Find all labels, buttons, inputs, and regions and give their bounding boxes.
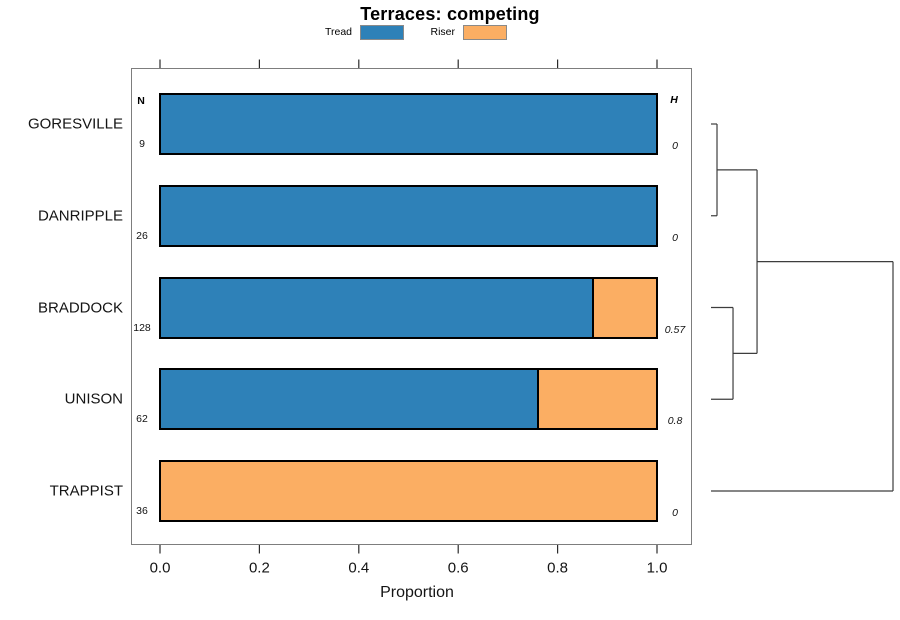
stacked-bar — [159, 276, 658, 339]
stacked-bar — [159, 460, 658, 522]
h-value: 0.57 — [664, 323, 686, 336]
bar-segment-tread — [161, 370, 538, 429]
bar-segment-riser — [161, 462, 656, 520]
x-axis-tick-label: 0.6 — [447, 559, 469, 577]
h-value: 0 — [672, 140, 678, 152]
category-label: UNISON — [64, 390, 123, 408]
n-column-header: N — [137, 95, 145, 107]
x-axis-tick-label: 0.2 — [248, 559, 270, 577]
n-value: 36 — [136, 505, 148, 517]
category-label: DANRIPPLE — [37, 207, 123, 225]
category-label: GORESVILLE — [27, 115, 123, 133]
bar-segment-riser — [537, 370, 656, 429]
n-value: 128 — [133, 321, 151, 334]
stacked-bar — [159, 368, 658, 431]
category-label: TRAPPIST — [49, 482, 123, 500]
x-axis-tick-label: 0.8 — [547, 559, 569, 577]
legend-label-tread: Tread — [324, 26, 352, 38]
legend-swatch-riser-icon — [463, 25, 507, 40]
h-value: 0 — [672, 507, 678, 519]
n-value: 62 — [136, 413, 148, 426]
h-column-header: H — [670, 94, 678, 106]
stacked-bar — [159, 93, 658, 155]
chart-title: Terraces: competing — [360, 4, 540, 24]
x-axis-tick-label: 0.4 — [348, 559, 370, 577]
legend-swatch-tread-icon — [360, 25, 404, 40]
bar-segment-tread — [161, 95, 656, 153]
n-value: 9 — [139, 138, 145, 150]
x-axis-tick-label: 0.0 — [149, 559, 171, 577]
bar-segment-tread — [161, 186, 656, 245]
x-axis-tick-label: 1.0 — [646, 559, 668, 577]
x-axis-title: Proportion — [380, 584, 454, 601]
bar-segment-tread — [161, 278, 592, 337]
category-label: BRADDOCK — [37, 299, 123, 316]
legend-label-riser: Riser — [430, 26, 455, 38]
h-value: 0 — [672, 231, 678, 244]
n-value: 26 — [136, 229, 148, 242]
bar-segment-riser — [591, 278, 656, 337]
stacked-bar — [159, 184, 658, 247]
h-value: 0.8 — [667, 415, 683, 428]
